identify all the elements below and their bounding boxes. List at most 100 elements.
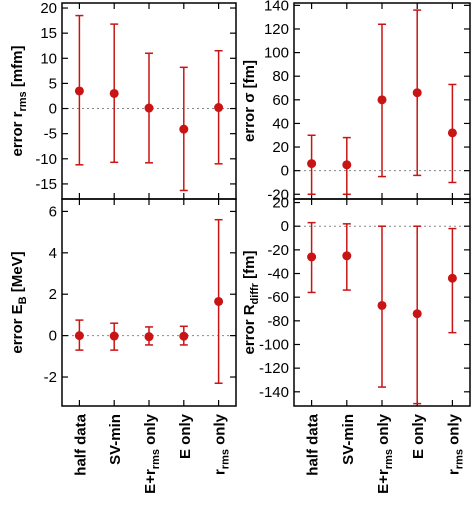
panel-bottom-right: -140 -120 -100 -80 -60 -40 -20 0 20 error Rdiffr … (241, 195, 471, 407)
panel-top-right: -20 0 20 40 60 80 100 120 140 error σ [fm] (241, 0, 471, 203)
data-point (179, 331, 189, 341)
data-point (74, 86, 84, 96)
y-axis-label-sub: rms (17, 91, 29, 111)
category-label: E+rrms only (375, 413, 395, 493)
category-label: SV-min (107, 414, 124, 465)
y-axis-label-unit: [fm] (241, 251, 258, 284)
category-label: E only (177, 413, 194, 459)
y-tick-label: 40 (272, 115, 289, 132)
category-label: half data (305, 413, 322, 475)
y-tick-label: 0 (281, 218, 289, 235)
data-point (412, 88, 422, 98)
y-tick-label: -2 (44, 369, 57, 386)
data-point (179, 124, 189, 134)
y-tick-label: -120 (259, 360, 289, 377)
data-point (144, 103, 154, 113)
y-axis-label-unit: [mfm] (9, 45, 26, 91)
y-tick-label: 60 (272, 92, 289, 109)
data-point (447, 128, 457, 138)
y-axis-label-sub: B (17, 296, 29, 304)
category-label-sub: rms (383, 449, 395, 469)
y-tick-label: 5 (49, 75, 57, 92)
data-point (377, 300, 387, 310)
y-tick-label: -80 (267, 313, 289, 330)
category-label: E+rrms only (142, 413, 162, 493)
y-tick-label: 20 (40, 0, 57, 17)
category-label: SV-min (340, 414, 357, 465)
y-tick-label: 140 (264, 0, 289, 14)
data-point (214, 296, 224, 306)
category-label-main: E only (410, 413, 427, 459)
y-tick-label: 6 (49, 203, 57, 220)
y-tick-label: -5 (44, 126, 57, 143)
y-tick-label: -15 (35, 176, 57, 193)
y-tick-label: -100 (259, 336, 289, 353)
data-point (214, 103, 224, 113)
y-axis-label-unit: [MeV] (9, 251, 26, 296)
y-tick-label: -60 (267, 289, 289, 306)
category-label-suffix: only (142, 413, 159, 449)
data-point (342, 160, 352, 170)
y-tick-label: 10 (40, 50, 57, 67)
category-label-main: E+r (142, 469, 159, 494)
category-label-suffix: only (375, 413, 392, 449)
category-label-main: half data (305, 413, 322, 475)
category-label-main: half data (72, 413, 89, 475)
y-axis-label-main: error σ (241, 93, 258, 142)
panel-top-left: -15 -10 -5 0 5 10 15 20 error rrms [mfm] (9, 0, 237, 200)
y-tick-label: -20 (267, 186, 289, 203)
y-tick-label: 100 (264, 45, 289, 62)
y-axis-label: error EB [MeV] (9, 251, 29, 353)
y-axis-label: error σ [fm] (241, 60, 258, 142)
y-tick-label: 2 (49, 286, 57, 303)
category-label-sub: rms (220, 449, 232, 469)
y-tick-label: -140 (259, 384, 289, 401)
y-axis-label-main: error r (9, 111, 26, 156)
y-tick-label: 120 (264, 21, 289, 38)
category-label: rrms only (445, 413, 465, 475)
category-label: E only (410, 413, 427, 459)
category-label-suffix: only (212, 413, 229, 449)
y-axis-label: error rrms [mfm] (9, 45, 29, 156)
category-label-main: SV-min (340, 414, 357, 465)
data-point (109, 88, 119, 98)
y-axis-label-unit: [fm] (241, 60, 258, 93)
data-point (307, 159, 317, 169)
y-tick-label: 4 (49, 245, 57, 262)
data-point (342, 251, 352, 261)
y-tick-label: 0 (49, 101, 57, 118)
y-tick-label: 20 (272, 139, 289, 156)
y-tick-label: -20 (267, 242, 289, 259)
category-label-sub: rms (453, 449, 465, 469)
y-tick-label: -10 (35, 151, 57, 168)
panel-bottom-left: -2 0 2 4 6 error EB [MeV] (9, 198, 237, 407)
data-point (447, 273, 457, 283)
y-tick-label: -40 (267, 266, 289, 283)
category-label-main: SV-min (107, 414, 124, 465)
y-axis-label-sub: diffr (249, 282, 261, 304)
y-tick-label: 0 (281, 163, 289, 180)
data-point (109, 331, 119, 341)
y-axis-label: error Rdiffr [fm] (241, 251, 261, 355)
category-label-main: r (445, 469, 462, 475)
y-tick-label: 20 (272, 195, 289, 212)
y-tick-label: 0 (49, 328, 57, 345)
category-label-sub: rms (150, 449, 162, 469)
plot-frame (61, 198, 237, 407)
category-label-main: E+r (375, 469, 392, 494)
category-label-main: E only (177, 413, 194, 459)
category-label-main: r (212, 469, 229, 475)
data-point (307, 252, 317, 262)
category-label-suffix: only (445, 413, 462, 449)
y-tick-label: 15 (40, 25, 57, 42)
data-point (412, 309, 422, 319)
data-point (144, 332, 154, 342)
category-label: rrms only (212, 413, 232, 475)
data-point (74, 331, 84, 341)
data-point (377, 95, 387, 105)
y-axis-label-main: error E (9, 304, 26, 353)
category-label: half data (72, 413, 89, 475)
